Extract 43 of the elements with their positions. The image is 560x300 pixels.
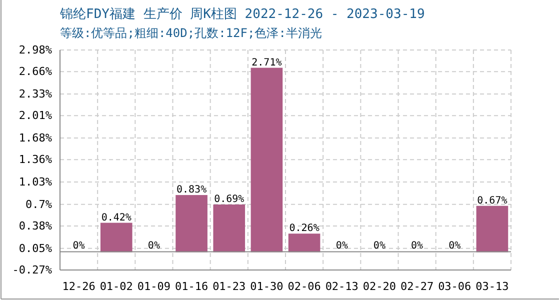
data-label: 0% (336, 240, 348, 252)
y-tick-label: 0.38% (18, 220, 52, 233)
x-tick-label: 01-02 (100, 280, 133, 293)
bar (250, 68, 283, 252)
y-tick-label: 1.36% (18, 153, 52, 166)
y-tick-label: 1.03% (18, 176, 52, 189)
data-label: 0% (448, 240, 461, 252)
chart-title: 锦纶FDY福建 生产价 周K柱图 2022-12-26 - 2023-03-19 (59, 7, 425, 22)
bar (213, 204, 246, 252)
y-tick-label: 2.66% (18, 65, 52, 78)
data-label: 2.71% (252, 57, 282, 68)
bar (100, 222, 132, 252)
data-label: 0% (72, 240, 85, 252)
y-tick-label: 0.7% (26, 198, 52, 211)
y-tick-label: 0.05% (18, 242, 52, 255)
x-tick-label: 03-13 (476, 280, 509, 293)
x-tick-label: 03-06 (438, 280, 472, 293)
y-tick-label: 2.01% (18, 109, 52, 122)
bar (288, 234, 320, 252)
data-label: 0.67% (477, 195, 508, 206)
bar (476, 206, 508, 252)
data-label: 0% (411, 240, 424, 252)
x-tick-label: 02-06 (288, 280, 321, 293)
data-label: 0% (148, 240, 160, 252)
y-tick-label: -0.27% (12, 264, 52, 277)
x-tick-label: 01-30 (250, 280, 284, 293)
x-tick-label: 12-26 (62, 280, 96, 293)
x-tick-label: 01-09 (137, 280, 171, 293)
data-label: 0.26% (289, 223, 320, 234)
data-label: 0.83% (176, 184, 207, 196)
data-label: 0.69% (214, 194, 244, 206)
x-tick-label: 02-27 (400, 280, 434, 293)
y-tick-label: 2.33% (18, 88, 52, 101)
y-tick-label: 2.98% (18, 44, 52, 57)
x-tick-label: 02-13 (325, 280, 358, 293)
y-tick-label: 1.68% (18, 132, 52, 145)
x-tick-label: 02-20 (362, 280, 396, 293)
data-label: 0% (373, 240, 386, 252)
bar (176, 195, 208, 252)
chart-subtitle: 等级:优等品;粗细:40D;孔数:12F;色泽:半消光 (60, 26, 322, 40)
data-label: 0.42% (101, 212, 132, 224)
x-tick-label: 01-23 (212, 280, 246, 293)
x-tick-label: 01-16 (174, 280, 208, 293)
